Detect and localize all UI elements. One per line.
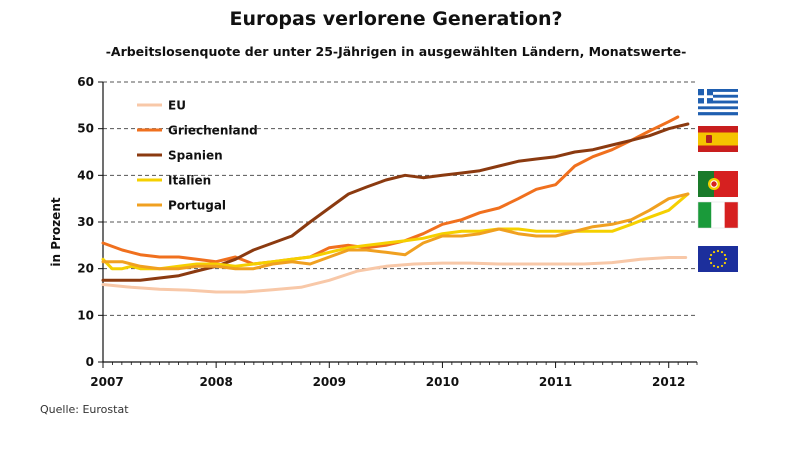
legend-label-portugal: Portugal bbox=[168, 199, 226, 213]
chart-subtitle: -Arbeitslosenquote der unter 25-Jährigen… bbox=[105, 44, 687, 59]
x-tick-label-2011: 2011 bbox=[539, 375, 572, 389]
x-tick-label-2010: 2010 bbox=[426, 375, 459, 389]
x-tick-label-2008: 2008 bbox=[199, 375, 232, 389]
flag-greece-icon bbox=[698, 89, 738, 116]
x-tick-label-2007: 2007 bbox=[90, 375, 123, 389]
y-tick-label-30: 30 bbox=[77, 215, 94, 229]
y-tick-label-50: 50 bbox=[77, 122, 94, 136]
legend-label-spanien: Spanien bbox=[168, 149, 223, 163]
x-tick-label-2012: 2012 bbox=[652, 375, 685, 389]
y-tick-label-10: 10 bbox=[77, 308, 94, 322]
legend-label-italien: Italien bbox=[168, 174, 211, 188]
series-line-eu bbox=[101, 256, 688, 294]
y-tick-label-0: 0 bbox=[86, 355, 94, 369]
series-line-portugal bbox=[101, 192, 690, 271]
flag-spain-icon bbox=[698, 126, 738, 152]
flag-italy-icon bbox=[697, 201, 739, 229]
series-line-spanien bbox=[101, 122, 690, 282]
chart-title: Europas verlorene Generation? bbox=[229, 8, 563, 30]
x-tick-label-2009: 2009 bbox=[313, 375, 346, 389]
flag-portugal-icon bbox=[698, 171, 738, 197]
y-tick-label-20: 20 bbox=[77, 262, 94, 276]
y-tick-label-60: 60 bbox=[77, 75, 94, 89]
source-note: Quelle: Eurostat bbox=[40, 403, 129, 416]
legend-label-eu: EU bbox=[168, 99, 186, 113]
flag-eu-icon bbox=[698, 246, 738, 272]
y-axis-label: in Prozent bbox=[49, 197, 63, 266]
legend-label-griechenland: Griechenland bbox=[168, 124, 258, 138]
y-tick-label-40: 40 bbox=[77, 168, 94, 182]
